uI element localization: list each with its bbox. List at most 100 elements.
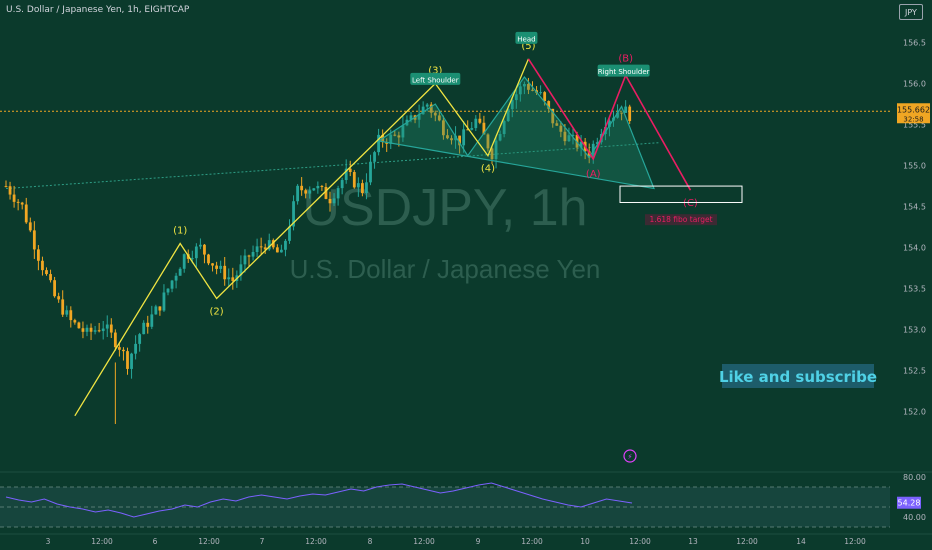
price-tick-label: 156.5 — [903, 39, 926, 48]
price-tick-label: 152.5 — [903, 367, 926, 376]
symbol-title: U.S. Dollar / Japanese Yen, 1h, EIGHTCAP — [6, 5, 190, 15]
candle-body — [421, 106, 425, 115]
candle-body — [20, 202, 24, 205]
candle-body — [85, 327, 89, 332]
candle-body — [490, 148, 494, 160]
candle-body — [624, 106, 628, 113]
candle-body — [348, 168, 352, 173]
candle-body — [587, 151, 591, 158]
corrective-label: (C) — [683, 198, 698, 209]
candle-body — [437, 115, 441, 121]
candle-body — [316, 185, 320, 189]
candle-body — [571, 134, 575, 136]
candle-body — [182, 254, 186, 269]
rsi-line — [5, 482, 633, 518]
candle-body — [312, 188, 316, 191]
candle-body — [579, 141, 583, 148]
left-shoulder-label-bg — [410, 72, 461, 85]
time-tick-label: 12:00 — [305, 537, 327, 546]
watermark-ticker: USDJPY, 1h — [302, 179, 587, 237]
candle-body — [442, 120, 445, 136]
candle-body — [28, 222, 32, 231]
candle-body — [288, 226, 291, 241]
candle-body — [352, 172, 356, 188]
candle-body — [138, 334, 142, 344]
candle-body — [393, 134, 397, 136]
candle-body — [24, 204, 28, 223]
candle-body — [8, 186, 12, 195]
candle-body — [211, 263, 214, 266]
fibo-target-box — [619, 185, 743, 203]
candle-body — [344, 168, 348, 181]
candle-body — [134, 343, 137, 354]
candle-body — [523, 83, 526, 87]
candle-body — [417, 114, 421, 120]
candle-body — [575, 134, 579, 148]
candle-body — [231, 277, 235, 281]
candle-body — [199, 244, 202, 247]
time-tick-label: 14 — [796, 537, 806, 546]
candle-body — [109, 324, 113, 333]
candle-body — [486, 134, 490, 149]
candle-body — [559, 125, 563, 132]
rsi-value: 54.28 — [898, 499, 921, 508]
candle-body — [543, 92, 547, 102]
head-label-bg — [515, 31, 538, 44]
candle-body — [275, 247, 279, 253]
candle-body — [332, 198, 336, 204]
candle-body — [555, 123, 559, 126]
rsi-tick-label: 40.00 — [903, 513, 926, 522]
candle-body — [474, 118, 478, 129]
candle-body — [81, 328, 85, 332]
corrective-label: (B) — [618, 53, 633, 64]
candle-body — [340, 180, 344, 189]
candle-body — [219, 265, 223, 269]
candle-body — [243, 255, 247, 265]
candle-body — [502, 121, 506, 135]
candle-body — [170, 280, 174, 289]
candle-body — [429, 104, 433, 113]
candle-body — [101, 328, 105, 332]
time-tick-label: 12:00 — [198, 537, 220, 546]
candle-body — [194, 246, 198, 259]
lightning-icon[interactable] — [623, 449, 637, 463]
candle-body — [551, 108, 555, 124]
candle-body — [259, 246, 263, 248]
watermark-name: U.S. Dollar / Japanese Yen — [290, 254, 601, 284]
candle-body — [356, 183, 360, 188]
candle-body — [518, 86, 522, 95]
time-tick-label: 12:00 — [521, 537, 543, 546]
candle-body — [462, 129, 466, 146]
candle-body — [247, 255, 251, 257]
candle-body — [130, 353, 133, 369]
candle-body — [69, 310, 73, 321]
candle-body — [454, 135, 457, 141]
candle-body — [41, 260, 44, 271]
candle-body — [446, 135, 449, 139]
candle-body — [373, 152, 376, 162]
time-tick-label: 3 — [46, 537, 51, 546]
candle-body — [45, 270, 48, 275]
candle-body — [251, 252, 255, 257]
neckline-dotted — [5, 142, 661, 190]
candle-body — [32, 230, 36, 250]
price-tick-label: 153.0 — [903, 326, 926, 335]
price-tick-label: 155.5 — [903, 121, 926, 130]
candle-body — [154, 306, 158, 315]
price-tick-label: 156.0 — [903, 80, 926, 89]
candle-body — [227, 277, 231, 280]
candle-body — [73, 320, 77, 323]
candle-body — [608, 120, 611, 127]
countdown-value: 32:58 — [903, 115, 923, 123]
candle-body — [494, 140, 498, 160]
currency-button[interactable]: JPY — [899, 4, 923, 20]
price-tick-label: 153.5 — [903, 285, 926, 294]
candle-body — [328, 198, 332, 204]
candle-body — [239, 264, 243, 276]
candle-body — [280, 249, 283, 253]
candle-body — [166, 288, 170, 293]
price-tick-label: 152.0 — [903, 408, 926, 417]
fibo-target-label: 1.618 fibo target — [649, 215, 712, 224]
